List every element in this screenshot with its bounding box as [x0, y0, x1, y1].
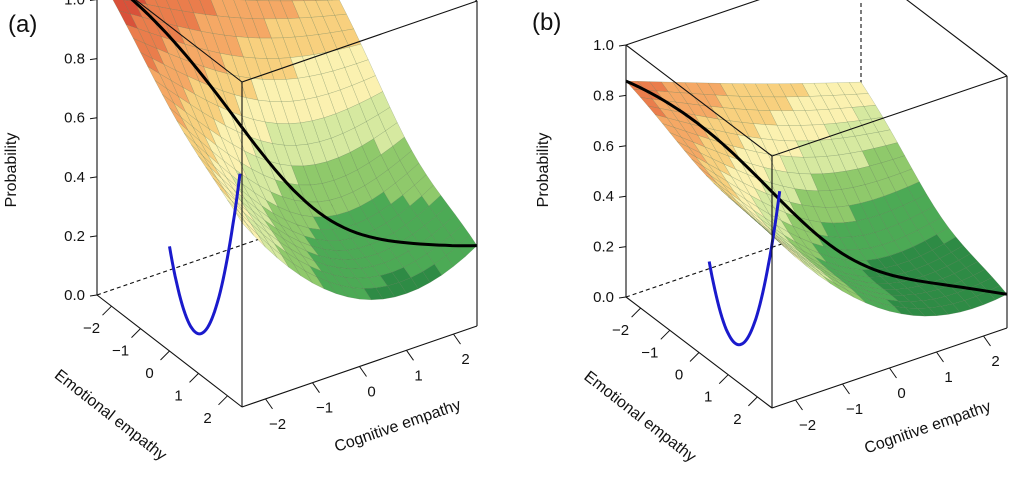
z-tick-label: 0.4	[64, 169, 85, 186]
y-tick-mark	[718, 374, 729, 385]
x-tick-mark	[406, 350, 414, 361]
box-edge	[134, 0, 243, 83]
box-edge	[625, 0, 760, 46]
y-tick-label: −1	[641, 344, 658, 361]
x-tick-label: 0	[367, 384, 375, 401]
x-axis-label: Cognitive empathy	[862, 398, 993, 457]
y-tick-label: 1	[704, 389, 712, 406]
z-tick-label: 0.2	[593, 239, 614, 256]
blue-curve	[707, 191, 782, 347]
surface	[112, 0, 478, 300]
x-tick-label: −1	[316, 400, 333, 417]
z-tick-label: 0.4	[593, 188, 614, 205]
panel-label: (b)	[532, 9, 561, 36]
x-tick-label: 2	[991, 353, 999, 370]
y-tick-label: 2	[733, 411, 741, 428]
y-tick-mark	[160, 350, 170, 361]
panel-label: (a)	[8, 11, 37, 38]
z-axis-label: Probability	[3, 133, 20, 208]
panel-b: 0.0 0.2 0.4 0.6 0.8 1.0 −2 −1 0 1 2 −2 −1 0 1 2 Probabil…	[532, 0, 1008, 466]
panel-a: 0.0 0.2 0.4 0.6 0.8 1.0 −2 −1 0 1 2 −2 −1 0 1 2 Probabil…	[3, 0, 478, 464]
box-edge	[771, 75, 1008, 157]
x-tick-mark	[265, 398, 273, 410]
y-tick-mark	[131, 328, 141, 338]
y-tick-mark	[189, 373, 199, 383]
black-curve	[130, 0, 478, 248]
x-tick-mark	[312, 382, 320, 393]
z-tick-mark	[89, 176, 98, 179]
x-tick-mark	[936, 351, 944, 363]
z-tick-mark	[89, 0, 98, 2]
x-tick-label: −2	[269, 416, 286, 433]
z-tick-mark	[618, 44, 627, 47]
black-curve	[625, 79, 1008, 296]
z-tick-mark	[618, 195, 627, 198]
z-tick-label: 1.0	[64, 0, 85, 9]
z-tick-mark	[89, 294, 98, 297]
z-tick-mark	[89, 117, 98, 120]
y-tick-mark	[102, 305, 112, 316]
x-tick-mark	[983, 335, 991, 347]
x-axis-label: Cognitive empathy	[332, 397, 463, 456]
z-tick-label: 1.0	[593, 37, 614, 54]
y-tick-mark	[660, 329, 671, 340]
x-tick-mark	[453, 333, 461, 345]
x-tick-label: 2	[461, 351, 469, 368]
x-tick-mark	[842, 383, 850, 395]
x-tick-label: 0	[897, 385, 905, 402]
y-tick-label: −1	[112, 343, 129, 360]
x-tick-mark	[795, 399, 803, 411]
z-tick-label: 0.6	[593, 138, 614, 155]
z-tick-label: 0.0	[593, 289, 614, 306]
x-tick-label: 1	[414, 367, 422, 384]
x-tick-label: 1	[944, 369, 952, 386]
z-tick-label: 0.6	[64, 110, 85, 127]
y-tick-label: 0	[145, 365, 153, 382]
z-tick-mark	[618, 246, 627, 249]
x-tick-label: −2	[799, 417, 816, 434]
z-tick-mark	[89, 235, 98, 238]
y-tick-mark	[748, 396, 758, 407]
z-tick-mark	[89, 58, 98, 61]
x-tick-mark	[889, 367, 897, 379]
y-tick-label: 2	[203, 410, 211, 427]
z-tick-mark	[618, 296, 627, 299]
z-tick-mark	[618, 145, 627, 148]
x-tick-label: −1	[846, 401, 863, 418]
z-tick-label: 0.2	[64, 228, 85, 245]
x-tick-mark	[359, 366, 367, 377]
y-tick-label: 0	[675, 367, 683, 384]
y-tick-mark	[218, 395, 228, 406]
blue-curve	[168, 173, 242, 336]
z-axis-label: Probability	[535, 133, 552, 208]
z-tick-label: 0.8	[64, 51, 85, 68]
y-tick-label: −2	[612, 322, 629, 339]
box-edge	[241, 0, 478, 83]
y-tick-mark	[631, 307, 641, 318]
box-edge	[625, 44, 773, 157]
y-tick-label: −2	[83, 320, 100, 337]
box-edge	[474, 0, 478, 2]
box-edge	[906, 0, 1008, 77]
z-tick-mark	[618, 94, 627, 97]
y-tick-label: 1	[174, 387, 182, 404]
z-tick-label: 0.8	[593, 87, 614, 104]
surface	[625, 80, 1008, 317]
y-tick-mark	[689, 352, 700, 362]
z-tick-label: 0.0	[64, 287, 85, 304]
